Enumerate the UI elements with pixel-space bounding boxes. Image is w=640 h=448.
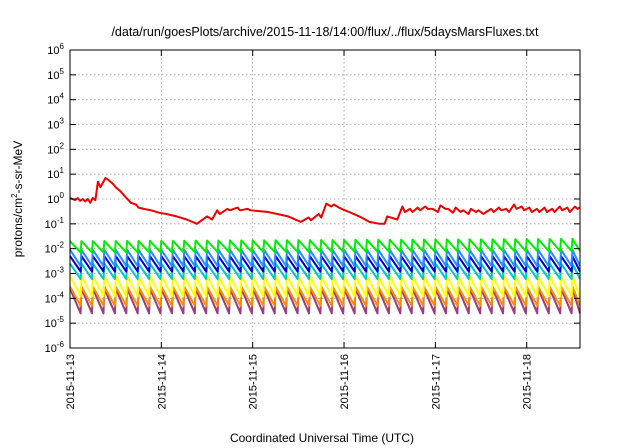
y-tick-label: 103 (47, 117, 64, 132)
y-tick-label: 106 (47, 42, 64, 57)
y-tick-label: 102 (47, 141, 64, 156)
x-tick-label: 2015-11-13 (65, 354, 77, 409)
y-tick-label: 10-3 (45, 266, 65, 281)
series-line (69, 248, 581, 267)
y-axis-label: protons/cm2-s-sr-MeV (10, 141, 25, 257)
y-tick-label: 105 (47, 67, 64, 82)
y-tick-label: 100 (47, 191, 64, 206)
y-tick-label: 10-5 (45, 315, 65, 330)
series-line (69, 255, 581, 273)
y-tick-label: 104 (47, 92, 64, 107)
x-tick-label: 2015-11-14 (156, 354, 168, 409)
series-line (69, 177, 581, 225)
x-tick-label: 2015-11-16 (339, 354, 351, 409)
series-line (69, 287, 581, 315)
x-tick-label: 2015-11-17 (430, 354, 442, 409)
y-tick-label: 10-6 (45, 340, 65, 355)
x-tick-labels: 2015-11-13 2015-11-14 2015-11-15 2015-11-16… (65, 354, 534, 409)
x-tick-label: 2015-11-15 (248, 354, 260, 409)
tick-marks (69, 49, 580, 349)
y-tick-labels: 10-6 10-5 10-4 10-3 10-2 10-1 100 101 102 103 104 1… (45, 42, 65, 355)
x-tick-label: 2015-11-18 (522, 354, 534, 409)
y-tick-label: 10-4 (45, 290, 65, 305)
chart-title: /data/run/goesPlots/archive/2015-11-18/1… (111, 25, 539, 39)
series-line (69, 262, 581, 280)
x-axis-label: Coordinated Universal Time (UTC) (230, 431, 414, 445)
y-tick-label: 10-2 (45, 241, 65, 256)
series-layer (69, 177, 581, 315)
y-tick-label: 10-1 (45, 216, 65, 231)
y-tick-label: 101 (47, 166, 64, 181)
series-line (69, 285, 581, 307)
series-line (69, 274, 581, 298)
series-line (69, 237, 581, 254)
